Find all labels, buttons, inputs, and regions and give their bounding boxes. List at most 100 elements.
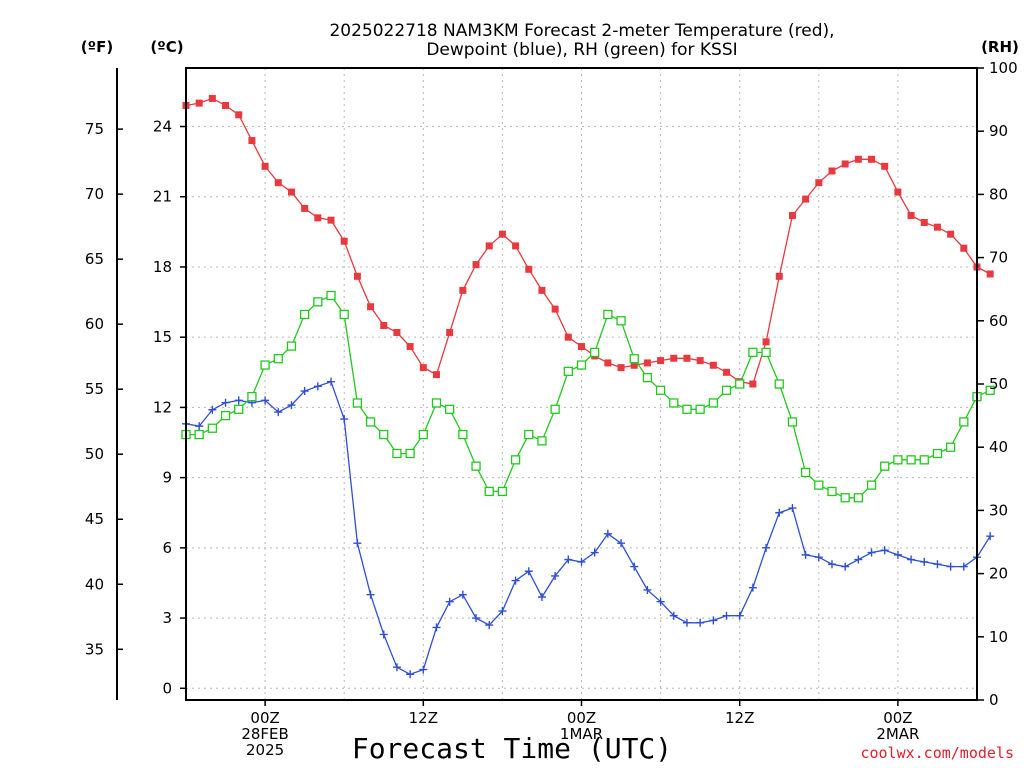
dewpoint-point <box>590 548 599 557</box>
fahrenheit-tick-label: 55 <box>85 380 104 398</box>
celsius-tick-label: 9 <box>162 469 172 487</box>
dewpoint-point <box>762 543 771 552</box>
dewpoint-point <box>208 405 217 414</box>
x-tick-label: 28FEB <box>241 725 288 743</box>
rh-point <box>445 404 455 414</box>
temperature-point <box>933 223 941 231</box>
x-tick-label: 12Z <box>409 709 438 727</box>
temperature-point <box>868 155 876 163</box>
dewpoint-point <box>287 401 296 410</box>
temperature-point <box>274 179 282 187</box>
temperature-point <box>393 329 401 337</box>
dewpoint-point <box>603 529 612 538</box>
rh-point <box>339 309 349 320</box>
celsius-tick-label: 3 <box>162 609 172 627</box>
dewpoint-point <box>801 550 810 559</box>
rh-point <box>299 309 310 320</box>
rh-point <box>761 347 771 358</box>
series-temperature <box>182 94 994 388</box>
dewpoint-point <box>472 614 481 623</box>
rh-point <box>866 480 877 490</box>
temperature-point <box>696 357 704 365</box>
dewpoint-point <box>788 504 797 513</box>
temperature-point <box>551 305 559 313</box>
rh-point <box>932 448 943 459</box>
temperature-point <box>459 286 467 294</box>
dewpoint-point <box>617 539 626 548</box>
fahrenheit-tick-label: 40 <box>85 575 104 593</box>
rh-point <box>721 385 732 395</box>
rh-point <box>840 493 850 503</box>
dewpoint-point <box>327 377 336 386</box>
temperature-point <box>604 359 612 367</box>
x-tick-label: 2MAR <box>876 725 919 743</box>
grid-lines <box>186 68 977 700</box>
rh-point <box>286 341 297 351</box>
rh-point <box>880 461 890 471</box>
rh-point <box>313 297 323 307</box>
dewpoint-point <box>313 382 322 391</box>
dewpoint-point <box>577 557 586 566</box>
temperature-point <box>617 364 625 372</box>
rh-point <box>945 442 956 452</box>
rh-point <box>352 398 363 408</box>
celsius-tick-label: 18 <box>153 258 172 276</box>
x-tick-label: 00Z <box>567 709 596 727</box>
dewpoint-point <box>867 548 876 557</box>
fahrenheit-tick-label: 50 <box>85 445 104 463</box>
rh-point <box>590 347 600 358</box>
temperature-point <box>327 216 335 224</box>
temperature-point <box>657 357 665 365</box>
plot-frame <box>185 67 978 701</box>
dewpoint-point <box>933 560 942 569</box>
celsius-tick-label: 15 <box>153 328 172 346</box>
temperature-point <box>340 237 348 245</box>
rh-tick-label: 100 <box>989 59 1018 77</box>
rh-tick-label: 20 <box>989 565 1008 583</box>
dewpoint-point <box>340 415 349 424</box>
rh-point <box>774 379 784 389</box>
rh-point <box>234 404 244 414</box>
dewpoint-line <box>185 380 991 676</box>
rh-point <box>853 493 863 503</box>
fahrenheit-tick-label: 75 <box>85 120 104 138</box>
credit-text: coolwx.com/models <box>860 744 1014 762</box>
temperature-point <box>643 359 651 367</box>
dewpoint-point <box>735 611 744 620</box>
dewpoint-point <box>353 539 362 548</box>
dewpoint-point <box>696 618 705 627</box>
rh-point <box>458 429 468 440</box>
rh-point <box>510 455 521 465</box>
temperature-point <box>301 204 309 212</box>
rh-unit-label: (RH) <box>981 38 1019 56</box>
dewpoint-point <box>920 557 929 566</box>
fahrenheit-tick-label: 70 <box>85 185 104 203</box>
rh-point <box>669 398 679 408</box>
rh-point <box>194 429 204 440</box>
rh-point <box>497 486 508 497</box>
celsius-tick-label: 6 <box>162 539 172 557</box>
rh-tick-label: 50 <box>989 375 1008 393</box>
temperature-point <box>248 137 256 145</box>
x-tick-label: 00Z <box>250 709 279 727</box>
rh-point <box>418 429 428 440</box>
dewpoint-point <box>406 670 415 679</box>
rh-point <box>814 480 824 490</box>
temperature-point <box>578 343 585 351</box>
rh-tick-label: 70 <box>989 249 1008 267</box>
dewpoint-point <box>524 567 533 576</box>
rh-point <box>207 423 218 433</box>
dewpoint-point <box>261 396 270 405</box>
rh-point <box>484 486 494 497</box>
temperature-point <box>208 94 216 102</box>
temperature-point <box>564 333 572 341</box>
dewpoint-point <box>419 665 428 674</box>
rh-tick-label: 40 <box>989 438 1008 456</box>
temperature-line <box>185 97 991 385</box>
rh-point <box>431 398 442 408</box>
rh-point <box>524 429 534 440</box>
dewpoint-point <box>432 623 441 632</box>
temperature-point <box>419 364 427 372</box>
chart-title: 2025022718 NAM3KM Forecast 2-meter Tempe… <box>329 21 834 41</box>
rh-point <box>985 385 995 395</box>
